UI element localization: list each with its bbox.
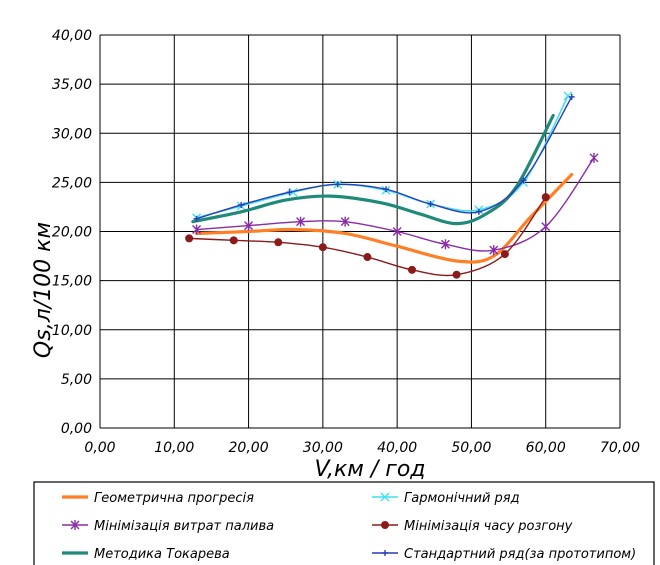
- x-tick-label: 40,00: [377, 440, 417, 456]
- y-tick-label: 15,00: [52, 274, 92, 290]
- marker-stroke: [563, 91, 573, 101]
- series-line: [191, 113, 555, 226]
- x-tick-label: 30,00: [303, 440, 343, 456]
- data-point: [185, 234, 194, 243]
- data-point: [383, 186, 389, 193]
- y-tick-label: 40,00: [52, 28, 92, 44]
- data-point: [70, 520, 80, 530]
- legend-item: Методика Токарева: [62, 547, 230, 562]
- y-tick-label: 0,00: [61, 421, 92, 437]
- legend: Геометрична прогресія Гармонічний ряд Міні…: [33, 481, 655, 565]
- x-tick-labels: 0,00 10,00 20,00 30,00 40,00 50,00 60,00 70,00: [84, 440, 640, 456]
- legend-item: Геометрична прогресія: [62, 491, 254, 506]
- data-point: [452, 270, 461, 279]
- x-tick-label: 70,00: [600, 440, 640, 456]
- legend-item: Мінімізація витрат палива: [62, 519, 274, 534]
- series-layer: [185, 91, 599, 279]
- legend-box: [33, 481, 655, 565]
- series-line: [194, 172, 574, 264]
- y-tick-label: 30,00: [52, 126, 92, 142]
- legend-label: Мінімізація витрат палива: [94, 519, 274, 534]
- marker-stroke: [288, 187, 298, 197]
- y-tick-labels: 0,00 5,00 10,00 15,00 20,00 25,00 30,00 35,00 40…: [52, 28, 92, 437]
- data-point: [193, 215, 200, 222]
- data-point: [589, 152, 599, 163]
- y-tick-label: 10,00: [52, 323, 92, 339]
- data-point: [363, 253, 372, 262]
- series-методика-токарева: [191, 113, 555, 226]
- data-point: [274, 238, 283, 247]
- data-point: [192, 224, 202, 235]
- data-point: [568, 93, 575, 100]
- x-tick-label: 60,00: [526, 440, 566, 456]
- data-point: [500, 250, 509, 259]
- data-point: [380, 492, 390, 502]
- data-point: [340, 216, 350, 227]
- data-point: [318, 243, 327, 252]
- data-point: [382, 550, 388, 556]
- y-axis-label: Qs,л/100 км: [31, 222, 56, 358]
- data-point: [520, 177, 527, 184]
- data-point: [541, 221, 551, 232]
- legend-item: Стандартний ряд(за прототипом): [372, 547, 636, 562]
- x-tick-label: 50,00: [451, 440, 491, 456]
- data-point: [296, 216, 306, 227]
- data-point: [427, 200, 434, 207]
- series-мінімізація-витрат-палива: [192, 152, 599, 256]
- data-point: [334, 181, 341, 188]
- data-point: [440, 239, 450, 250]
- legend-item: Гармонічний ряд: [372, 491, 520, 506]
- data-point: [381, 521, 389, 529]
- legend-label: Стандартний ряд(за прототипом): [404, 547, 636, 562]
- data-point: [286, 189, 293, 196]
- legend-label: Гармонічний ряд: [404, 491, 520, 506]
- data-point: [244, 220, 254, 231]
- y-tick-label: 5,00: [61, 372, 92, 388]
- data-point: [541, 193, 550, 202]
- legend-label: Геометрична прогресія: [94, 491, 254, 506]
- data-point: [238, 201, 245, 208]
- legend-label: Методика Токарева: [94, 547, 230, 562]
- marker-stroke: [380, 492, 390, 502]
- data-point: [229, 236, 238, 245]
- x-tick-label: 0,00: [84, 440, 115, 456]
- x-tick-label: 20,00: [229, 440, 269, 456]
- data-point: [392, 226, 402, 237]
- x-tick-label: 10,00: [154, 440, 194, 456]
- x-axis-label: V,км / год: [314, 457, 425, 482]
- y-tick-label: 35,00: [52, 77, 92, 93]
- data-point: [408, 265, 416, 274]
- grid: [99, 34, 621, 429]
- series-мінімізація-часу-розгону: [185, 193, 550, 279]
- y-tick-label: 25,00: [52, 175, 92, 191]
- legend-item: Мінімізація часу розгону: [372, 519, 573, 534]
- data-point: [475, 208, 482, 215]
- legend-label: Мінімізація часу розгону: [404, 519, 573, 534]
- series-стандартний-ряд(за-прототипом): [193, 93, 575, 222]
- data-point: [288, 187, 298, 197]
- series-геометрична-прогресія: [194, 172, 574, 264]
- y-tick-label: 20,00: [52, 225, 92, 241]
- data-point: [489, 245, 499, 256]
